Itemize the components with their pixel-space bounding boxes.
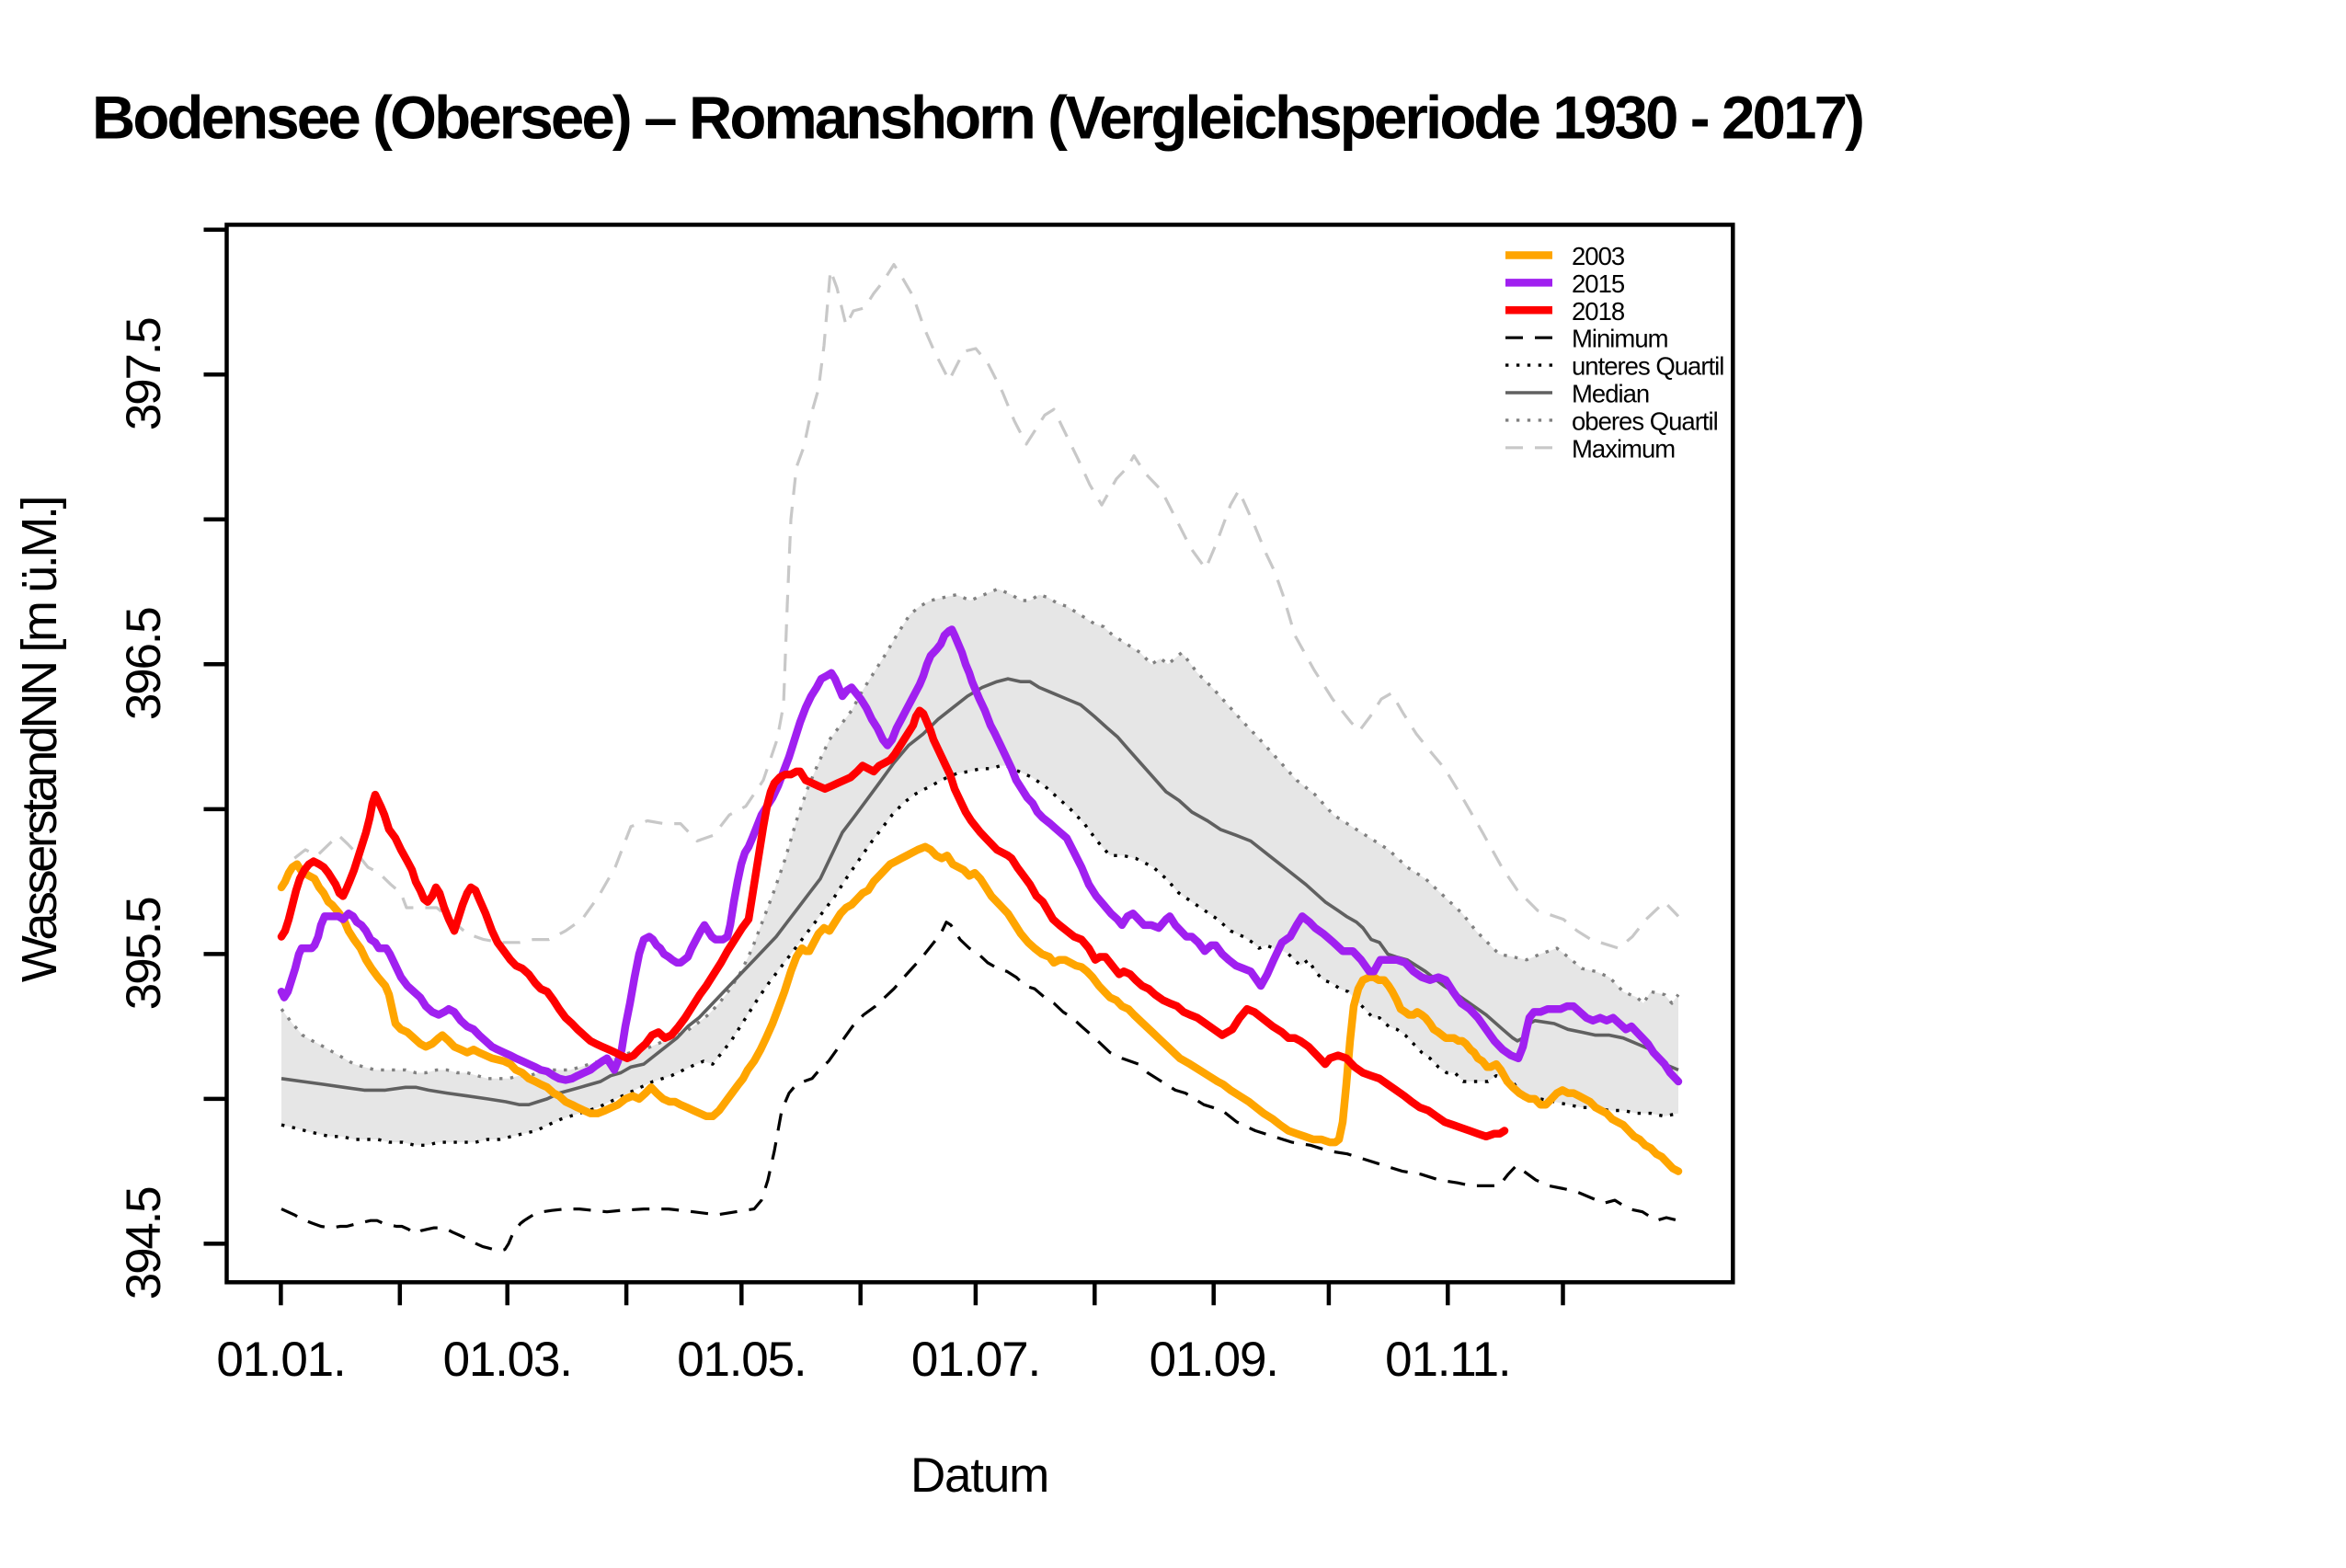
svg-text:01.11.: 01.11.	[1385, 1333, 1510, 1387]
svg-text:Median: Median	[1572, 380, 1649, 408]
svg-text:WasserstandNN [m ü.M.]: WasserstandNN [m ü.M.]	[12, 498, 67, 982]
svg-text:01.01.: 01.01.	[216, 1333, 345, 1387]
svg-text:2018: 2018	[1572, 297, 1625, 326]
svg-text:Maximum: Maximum	[1572, 434, 1675, 463]
svg-text:01.03.: 01.03.	[443, 1333, 572, 1387]
svg-text:2003: 2003	[1572, 242, 1625, 270]
svg-text:Datum: Datum	[910, 1448, 1048, 1503]
svg-text:01.09.: 01.09.	[1150, 1333, 1278, 1387]
svg-text:Bodensee (Obersee) – Romanshor: Bodensee (Obersee) – Romanshorn (Verglei…	[92, 85, 1862, 152]
svg-text:01.05.: 01.05.	[677, 1333, 806, 1387]
svg-text:2015: 2015	[1572, 269, 1625, 298]
svg-text:oberes Quartil: oberes Quartil	[1572, 406, 1718, 435]
svg-text:396.5: 396.5	[117, 608, 171, 720]
svg-text:395.5: 395.5	[117, 898, 171, 1010]
svg-text:unteres Quartil: unteres Quartil	[1572, 352, 1723, 381]
svg-text:397.5: 397.5	[117, 318, 171, 430]
svg-text:Minimum: Minimum	[1572, 325, 1668, 353]
svg-text:394.5: 394.5	[117, 1187, 171, 1299]
svg-text:01.07.: 01.07.	[911, 1333, 1040, 1387]
